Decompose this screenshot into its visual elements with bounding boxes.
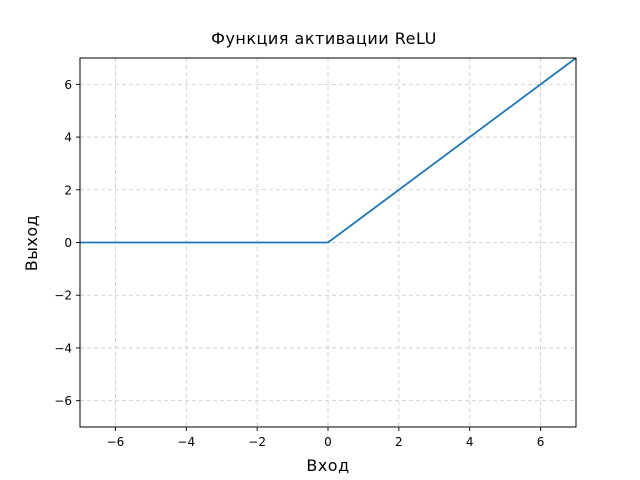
y-tick-label: 6 [64, 78, 72, 92]
x-tick-label: 0 [324, 435, 332, 449]
x-tick-label: 4 [466, 435, 474, 449]
x-axis-title: Вход [306, 456, 349, 475]
y-axis-title: Выход [22, 215, 41, 271]
y-axis-ticks: −6 −4 −2 0 2 4 6 [54, 78, 80, 408]
series-line [80, 57, 577, 244]
y-tick-label: −6 [54, 394, 72, 408]
x-axis-ticks: −6 −4 −2 0 2 4 6 [107, 427, 545, 449]
x-tick-label: −4 [177, 435, 195, 449]
y-tick-label: 2 [64, 183, 72, 197]
x-tick-label: −6 [107, 435, 125, 449]
x-tick-label: 2 [395, 435, 403, 449]
plot-lines [80, 57, 577, 244]
y-tick-label: −4 [54, 341, 72, 355]
y-tick-label: −2 [54, 289, 72, 303]
x-tick-label: 6 [537, 435, 545, 449]
x-tick-label: −2 [248, 435, 266, 449]
chart-title: Функция активации ReLU [211, 29, 437, 48]
y-tick-label: 4 [64, 131, 72, 145]
y-tick-label: 0 [64, 236, 72, 250]
